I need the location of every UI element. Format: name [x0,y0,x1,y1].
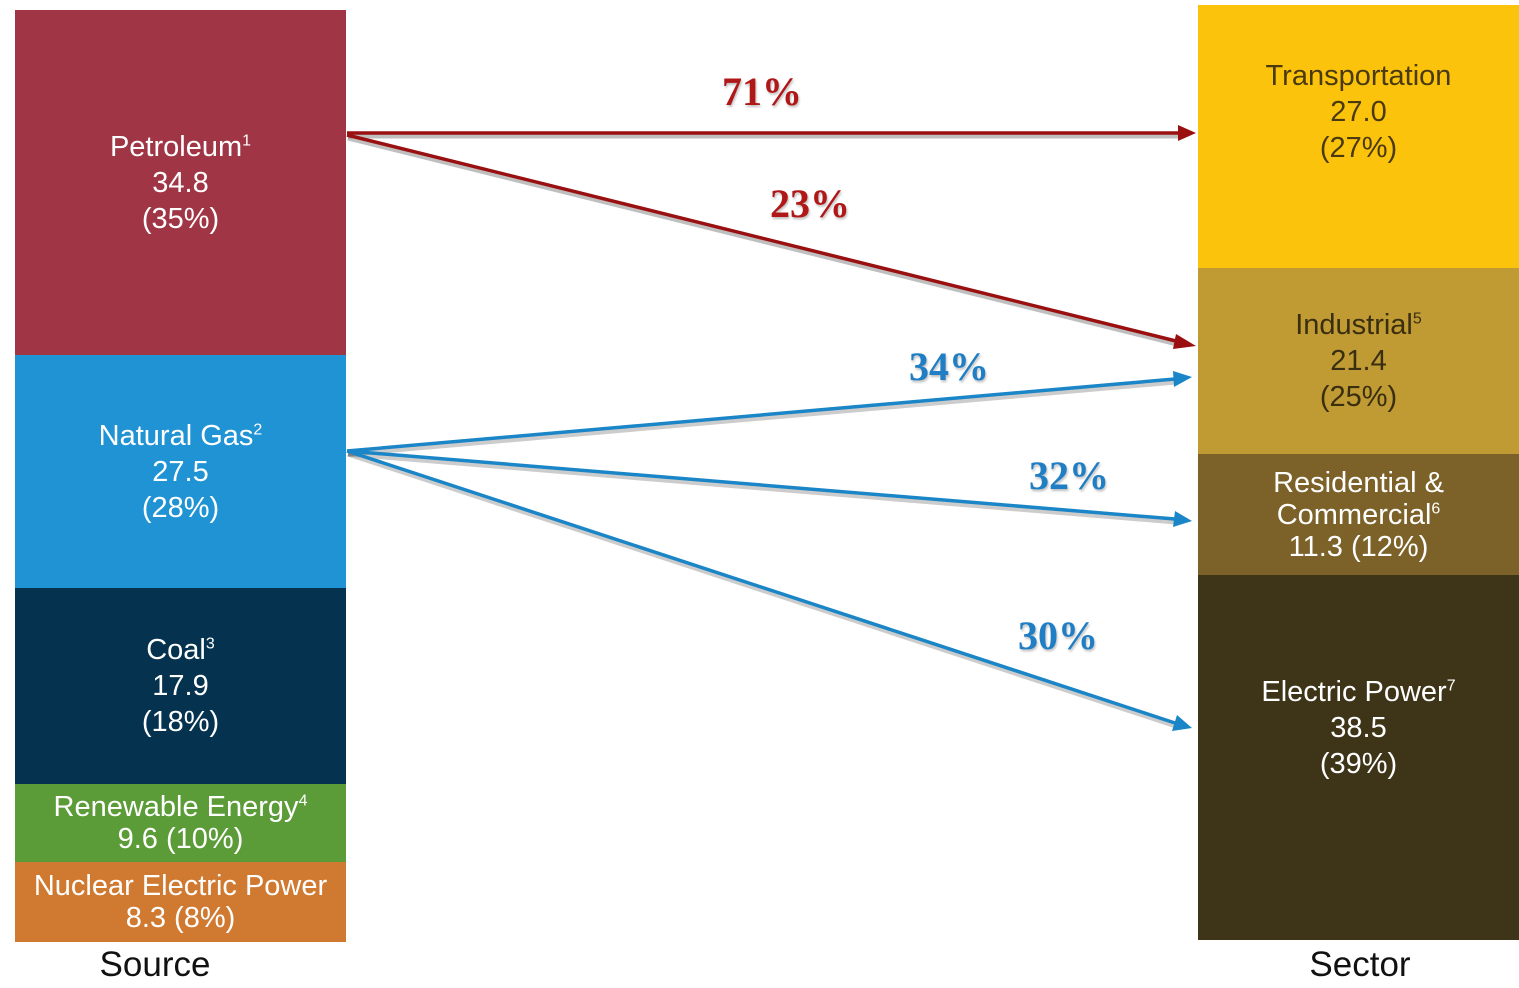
gas-to-industrial-arrow [346,371,1192,457]
sector-electric-name: Electric Power [1261,675,1447,708]
flow-label-gas-residential: 32% [1029,453,1109,498]
source-block-nuclear: Nuclear Electric Power 8.3 (8%) [15,862,346,942]
petroleum-to-industrial-arrow [346,133,1196,349]
flow-label-gas-electric: 30% [1018,613,1098,658]
sector-residential-name-2: Commercial [1276,498,1432,531]
source-petroleum-name: Petroleum [109,130,243,163]
sector-block-industrial: Industrial5 21.4 (25%) [1198,268,1519,454]
source-renewable-value: 9.6 (10%) [117,823,244,855]
source-nuclear-name: Nuclear Electric Power [33,870,328,902]
source-petroleum-percent: (35%) [141,202,220,235]
sector-residential-footnote: 6 [1431,499,1441,517]
sector-industrial-percent: (25%) [1319,381,1398,413]
sector-block-residential: Residential & Commercial6 11.3 (12%) [1198,454,1519,575]
flow-label-gas-industrial: 34% [909,344,989,389]
source-column: Petroleum1 34.8 (35%) Natural Gas2 27.5 … [15,10,346,942]
sector-block-transportation: Transportation 27.0 (27%) [1198,5,1519,268]
source-coal-percent: (18%) [141,706,220,738]
source-petroleum-value: 34.8 [152,166,209,199]
sector-industrial-name: Industrial [1295,309,1413,341]
sector-transportation-value: 27.0 [1330,95,1387,128]
sector-transportation-name: Transportation [1265,59,1452,92]
source-block-petroleum: Petroleum1 34.8 (35%) [15,10,346,355]
source-coal-name: Coal [146,634,206,666]
source-coal-footnote: 3 [205,635,215,653]
source-renewable-footnote: 4 [298,792,308,810]
source-block-coal: Coal3 17.9 (18%) [15,588,346,784]
sector-transportation-percent: (27%) [1319,131,1398,164]
source-natural-gas-footnote: 2 [253,420,263,438]
sector-residential-name: Residential & [1273,466,1444,499]
sector-electric-value: 38.5 [1330,711,1387,744]
source-renewable-name: Renewable Energy [53,791,299,823]
flow-label-petroleum-transportation: 71% [722,69,802,114]
source-natural-gas-percent: (28%) [141,491,220,524]
sector-residential-value: 11.3 (12%) [1288,530,1429,563]
sector-axis-label: Sector [1309,945,1411,984]
source-natural-gas-value: 27.5 [152,455,209,488]
sector-column: Transportation 27.0 (27%) Industrial5 21… [1198,5,1519,940]
sector-electric-percent: (39%) [1319,747,1398,780]
sector-industrial-value: 21.4 [1330,345,1387,377]
gas-to-residential-arrow [346,449,1192,527]
sector-industrial-footnote: 5 [1412,310,1422,328]
source-natural-gas-name: Natural Gas [98,419,254,452]
flow-label-petroleum-industrial: 23% [770,181,850,226]
source-coal-value: 17.9 [152,670,209,702]
sector-block-electric: Electric Power7 38.5 (39%) [1198,575,1519,940]
petroleum-to-transportation-arrow [347,125,1196,141]
source-block-natural-gas: Natural Gas2 27.5 (28%) [15,355,346,588]
source-petroleum-footnote: 1 [242,131,252,149]
source-block-renewable: Renewable Energy4 9.6 (10%) [15,784,346,862]
source-nuclear-value: 8.3 (8%) [125,902,236,934]
gas-to-electric-arrow [346,449,1192,731]
source-axis-label: Source [99,945,211,984]
sector-electric-footnote: 7 [1446,676,1456,694]
